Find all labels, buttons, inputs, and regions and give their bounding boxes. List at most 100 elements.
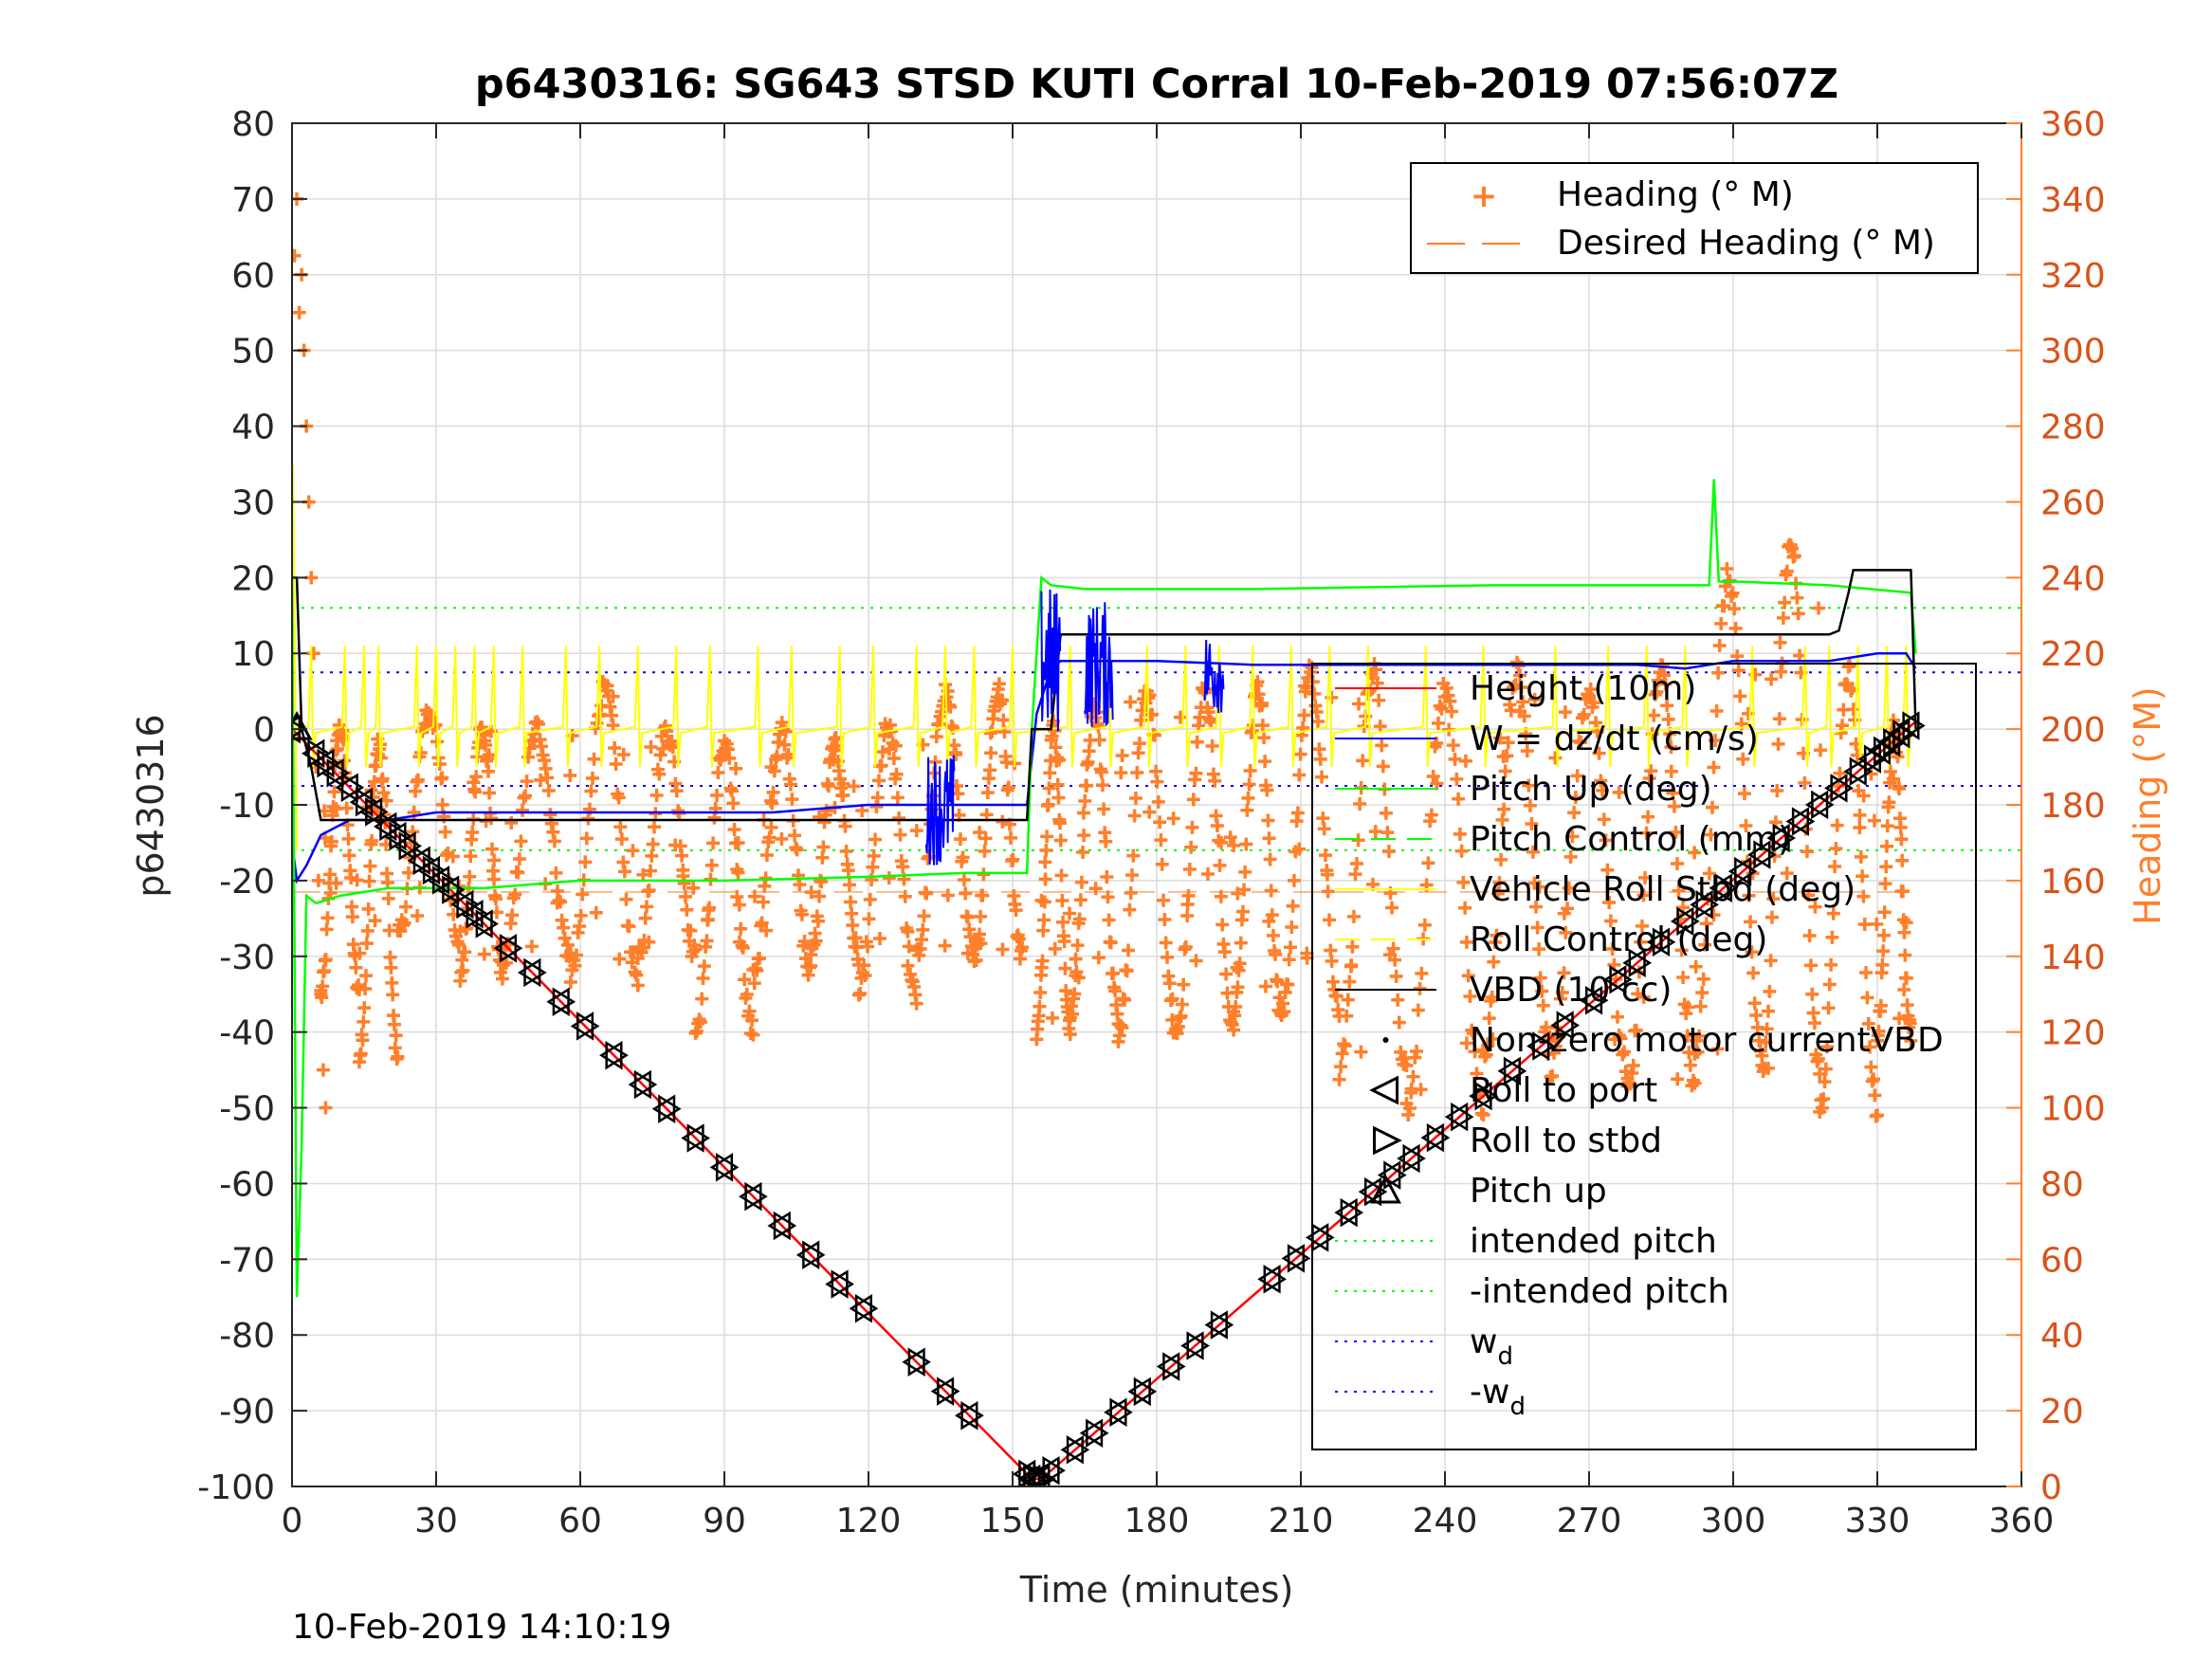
heading-point [1605,941,1619,956]
roll-port-marker [435,875,460,904]
heading-point [901,924,915,939]
heading-point [1871,1108,1884,1122]
heading-point [1264,884,1278,898]
heading-point [1650,684,1664,699]
heading-point [1800,845,1814,859]
roll-port-marker [681,1123,704,1153]
heading-point [1077,829,1091,843]
x-tick-label: 0 [282,1502,303,1540]
heading-point [1726,586,1740,600]
roll-port-marker [1156,1352,1180,1381]
y-tick-label-right: 80 [2040,1165,2084,1204]
heading-point [701,913,715,927]
heading-point [1856,789,1871,803]
heading-point [1705,800,1719,814]
heading-point [1749,1009,1764,1023]
y-tick-label-right: 140 [2040,939,2106,977]
heading-point [909,824,923,838]
heading-point [1239,837,1253,851]
heading-point [1313,752,1327,766]
y-tick-label-right: 20 [2040,1393,2084,1431]
heading-point [487,853,502,867]
heading-point [1780,866,1794,881]
heading-point [644,864,658,878]
roll-stbd-marker [475,909,500,939]
roll-port-marker [1896,711,1920,740]
heading-point [1283,940,1297,955]
heading-point [1143,805,1157,819]
heading-point [1634,935,1648,949]
y-tick-label-right: 40 [2040,1317,2084,1356]
heading-point [1210,818,1224,832]
heading-point [1501,736,1515,750]
heading-point [1277,1005,1291,1019]
roll-port-marker [955,1400,978,1431]
heading-point [487,872,502,886]
heading-point [1102,913,1116,927]
heading-point [1453,827,1467,841]
roll-port-marker [825,1269,849,1299]
heading-point [350,873,364,887]
heading-point [1189,954,1203,968]
heading-point [1482,1012,1496,1026]
heading-point [1150,775,1164,789]
w-burst-3 [1203,639,1225,714]
heading-point [386,988,400,1002]
heading-point [1563,849,1578,864]
heading-point [722,751,737,765]
heading-point [1286,899,1300,913]
heading-point [1817,1092,1831,1106]
heading-point [1051,777,1065,792]
heading-point [1350,857,1364,871]
heading-point [764,820,778,834]
heading-point [1417,918,1432,932]
heading-point [1672,884,1686,898]
heading-point [1647,708,1661,722]
heading-point [1568,791,1582,805]
heading-point [1498,764,1512,778]
heading-point [1532,880,1546,894]
heading-point [992,677,1006,691]
heading-point [1667,799,1681,813]
heading-point [520,775,534,789]
heading-point [1459,935,1473,949]
y-tick-label-right: 200 [2040,711,2106,750]
heading-point [356,1033,370,1048]
heading-point [540,771,555,785]
roll-port-marker [1603,965,1627,994]
heading-point [1177,977,1191,992]
heading-point [1807,1016,1821,1030]
heading-point [870,791,885,805]
heading-point [1610,1010,1624,1024]
x-tick-label: 270 [1557,1502,1622,1540]
heading-point [375,772,390,786]
heading-point [982,763,996,777]
heading-point [697,959,711,974]
roll-stbd-marker [1340,1197,1364,1228]
heading-point [1159,936,1173,950]
heading-point [645,848,659,863]
heading-point [524,939,539,954]
heading-point [354,1047,368,1061]
y-tick-label-left: -20 [219,863,275,902]
y-tick-label-right: 360 [2040,105,2106,144]
y-tick-label-left: -10 [219,787,275,826]
roll-port-marker [493,933,518,963]
heading-point [680,902,694,917]
heading-point [960,946,975,960]
heading-point [1711,665,1726,680]
heading-point [1095,778,1109,793]
heading-point [1828,859,1842,873]
heading-point [745,1013,759,1028]
heading-point [844,895,858,909]
heading-point [1100,869,1114,884]
heading-point [974,909,988,923]
heading-point [755,916,769,930]
heading-point [1763,984,1777,998]
heading-point [626,844,640,858]
heading-point [341,831,356,846]
heading-point [563,975,577,990]
heading-point [649,789,664,803]
heading-point [1038,872,1052,886]
heading-point [1638,870,1653,884]
